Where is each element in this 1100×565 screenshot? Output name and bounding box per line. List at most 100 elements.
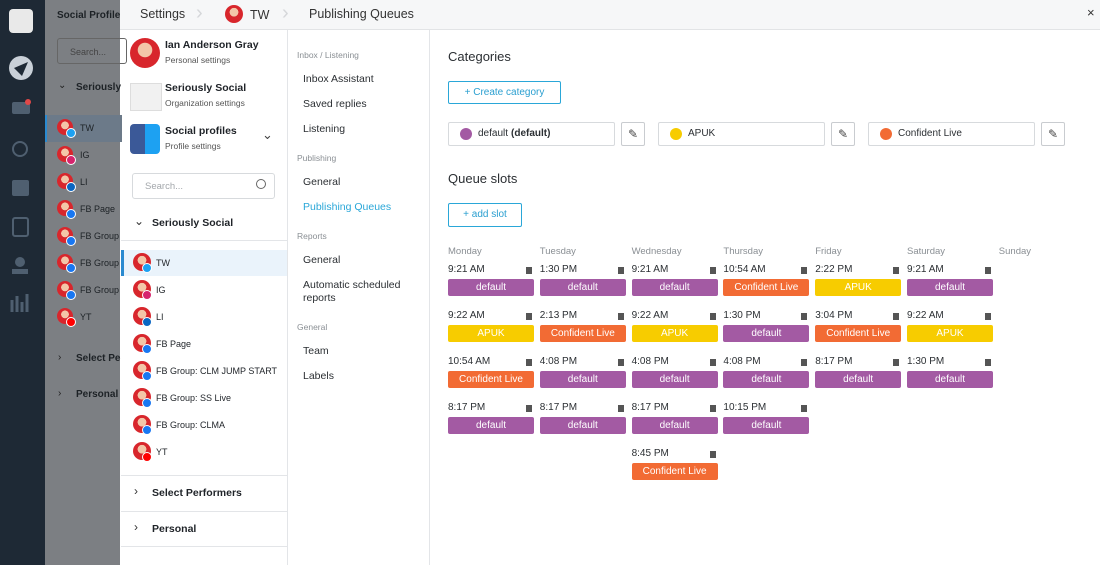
bg-badge [66,263,76,273]
bg-group: Seriously [76,82,122,93]
menu-heading: Reports [297,231,327,241]
menu-item[interactable]: General [303,176,341,188]
slot-category[interactable]: default [723,371,810,388]
menu-item[interactable]: General [303,254,341,266]
slot-category[interactable]: default [723,417,810,434]
slot-category[interactable]: Confident Live [631,463,718,480]
menu-item[interactable]: Inbox Assistant [303,73,374,85]
menu-item[interactable]: Listening [303,123,346,135]
slot-time: 8:17 PM [815,356,853,367]
delete-icon[interactable] [893,311,900,320]
delete-icon[interactable] [617,265,624,274]
breadcrumb-sep: › [196,2,203,24]
delete-icon[interactable] [709,403,716,412]
profile-item[interactable]: TW [156,258,170,268]
delete-icon[interactable] [526,311,532,320]
network-badge [142,344,152,354]
slot-category[interactable]: default [907,279,993,296]
slot-category[interactable]: Confident Live [815,325,902,342]
profile-item[interactable]: IG [156,285,166,295]
category-box [868,122,1035,146]
group-title[interactable]: Personal [152,523,197,535]
slot-category[interactable]: default [631,279,718,296]
slot-category[interactable]: APUK [631,325,718,342]
delete-icon[interactable] [709,311,716,320]
delete-icon[interactable] [801,311,808,320]
menu-item[interactable]: Labels [303,370,334,382]
delete-icon[interactable] [985,265,991,274]
bg-badge [66,290,76,300]
group-chevron: › [134,520,138,534]
slot-category[interactable]: default [907,371,993,388]
slot-category[interactable]: APUK [907,325,993,342]
slot-category[interactable]: default [631,371,718,388]
slot-time: 2:13 PM [539,310,578,321]
account-subtitle: Organization settings [165,98,245,108]
delete-icon[interactable] [617,311,624,320]
delete-icon[interactable] [893,265,900,274]
account-name[interactable]: Ian Anderson Gray [165,39,259,51]
delete-icon[interactable] [801,265,808,274]
delete-icon[interactable] [526,357,532,366]
menu-item[interactable]: Publishing Queues [303,201,392,213]
profile-item[interactable]: FB Group: CLM JUMP START [156,366,278,376]
profile-item[interactable]: FB Group: CLMA [156,420,226,430]
breadcrumb-sep: › [282,2,289,24]
add-slot-button[interactable]: + add slot [448,203,522,227]
delete-icon[interactable] [985,311,991,320]
delete-icon[interactable] [617,357,624,366]
delete-icon[interactable] [709,357,716,366]
delete-icon[interactable] [801,357,808,366]
slot-category[interactable]: default [539,279,626,296]
search-input[interactable]: Search... [132,173,275,199]
slot-category[interactable]: default [448,417,534,434]
slot-category[interactable]: default [631,417,718,434]
slot-category[interactable]: APUK [815,279,902,296]
menu-item[interactable]: Team [303,345,329,357]
category-box [448,122,615,146]
slot-category[interactable]: default [723,325,810,342]
expand-chevron: ⌄ [262,127,273,142]
delete-icon[interactable] [709,265,716,274]
close-button[interactable]: × [1087,5,1095,20]
edit-button[interactable]: ✎ [1041,122,1065,146]
slot-category[interactable]: APUK [448,325,534,342]
group-title[interactable]: Select Performers [152,487,242,499]
org-logo [130,83,162,111]
slot-time: 10:54 AM [448,356,491,367]
slot-category[interactable]: Confident Live [539,325,626,342]
edit-button[interactable]: ✎ [831,122,855,146]
slot-category[interactable]: Confident Live [723,279,810,296]
group-title[interactable]: Seriously Social [152,217,234,229]
profile-item[interactable]: YT [156,447,168,457]
category-dot [880,128,892,140]
bg-badge [66,236,76,246]
account-name[interactable]: Social profiles [165,125,237,137]
slot-category[interactable]: default [815,371,902,388]
slot-category[interactable]: Confident Live [448,371,534,388]
menu-item[interactable]: Saved replies [303,98,367,110]
slot-category[interactable]: default [448,279,534,296]
account-name[interactable]: Seriously Social [165,82,247,94]
slot-time: 9:21 AM [448,264,485,275]
bg-badge [66,182,76,192]
breadcrumb-profile[interactable]: TW [250,8,270,22]
menu-item[interactable]: Automatic scheduled reports [303,279,401,304]
create-category-button[interactable]: + Create category [448,81,561,104]
delete-icon[interactable] [617,403,624,412]
delete-icon[interactable] [985,357,991,366]
edit-button[interactable]: ✎ [621,122,645,146]
profile-item[interactable]: FB Group: SS Live [156,393,232,403]
category-dot [460,128,472,140]
slot-category[interactable]: default [539,371,626,388]
delete-icon[interactable] [709,449,716,458]
profile-item[interactable]: FB Page [156,339,192,349]
breadcrumb-root[interactable]: Settings [140,7,186,21]
slot-time: 4:08 PM [539,356,578,367]
profile-item[interactable]: LI [156,312,164,322]
delete-icon[interactable] [893,357,900,366]
delete-icon[interactable] [801,403,808,412]
slot-category[interactable]: default [539,417,626,434]
delete-icon[interactable] [526,403,532,412]
delete-icon[interactable] [526,265,532,274]
